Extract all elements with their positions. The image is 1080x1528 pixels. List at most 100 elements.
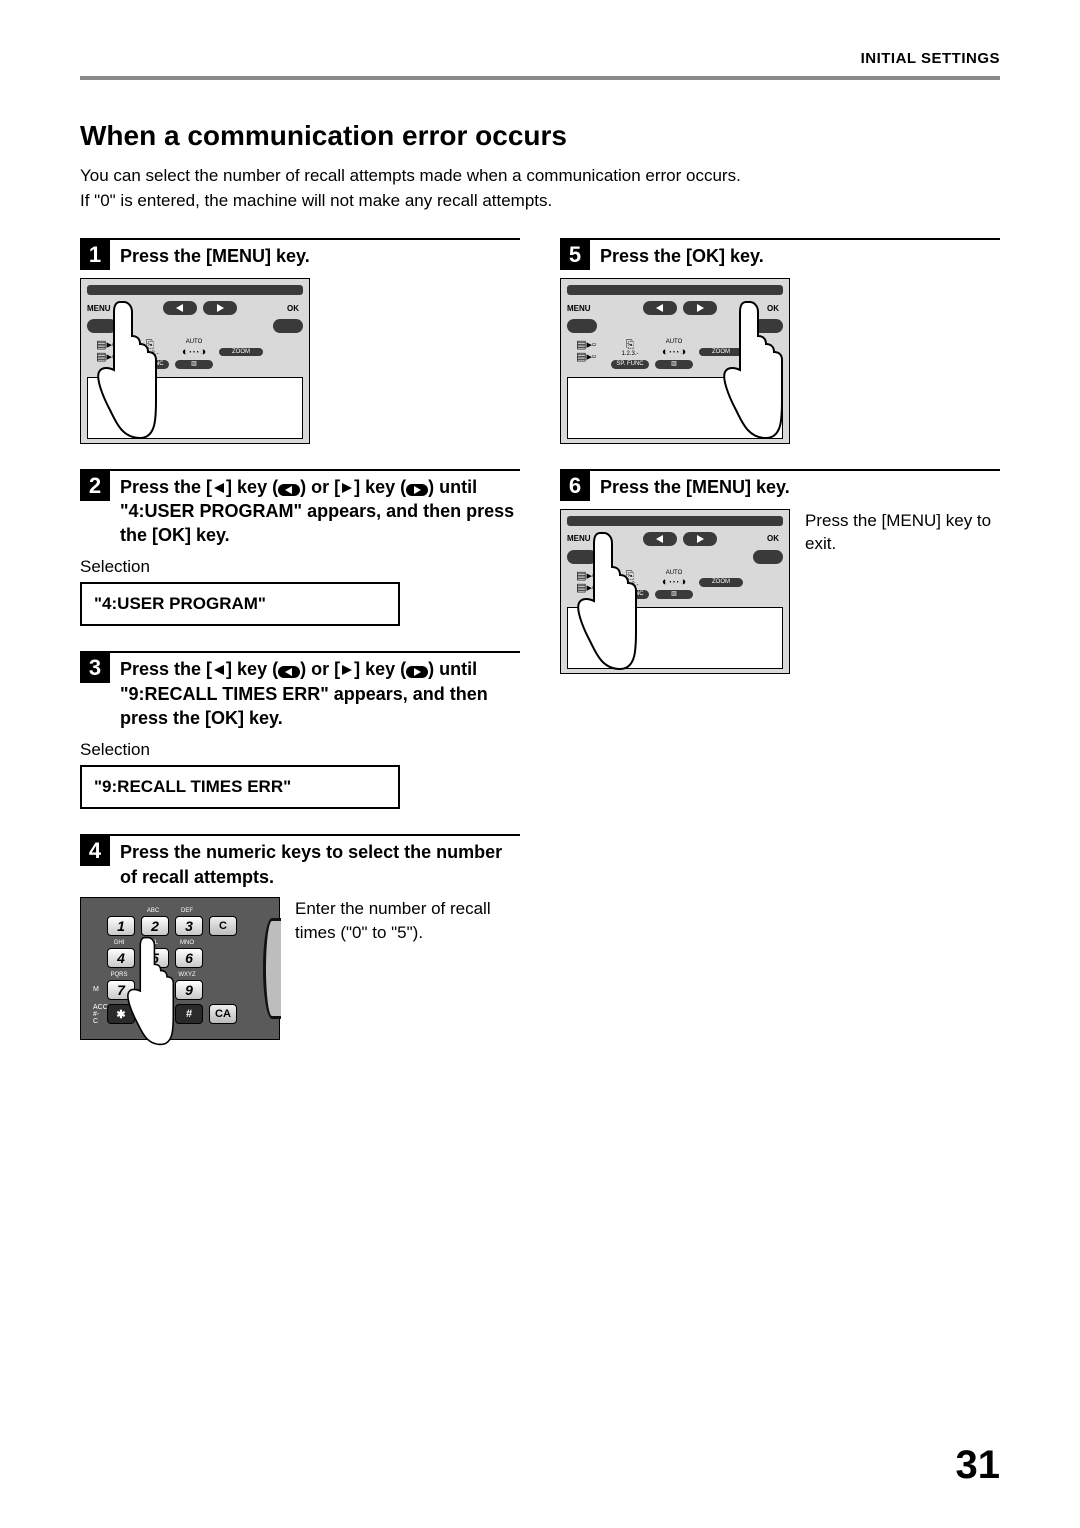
key-hash: # [175,1004,203,1024]
step-note: Enter the number of recall times ("0" to… [295,897,520,945]
steps-columns: 1 Press the [MENU] key. MENU [80,238,1000,1065]
panel-label-menu: MENU [567,304,597,313]
key-2: 2 [141,916,169,936]
zoom-icon: ZOOM [219,339,263,368]
selection-label: Selection [80,740,520,760]
tray-icon: ▤▸▫▤▸▫ [87,339,125,368]
ok-button [753,319,783,333]
step-title: Press the [] key () or [] key () until "… [120,475,520,548]
step-4: 4 Press the numeric keys to select the n… [80,834,520,1040]
key-clear: C [209,916,237,936]
step-1: 1 Press the [MENU] key. MENU [80,238,520,443]
left-arrow-button [643,532,677,546]
control-panel-illustration: MENU OK [80,278,310,443]
lcd-display [567,377,783,439]
step-title: Press the numeric keys to select the num… [120,840,520,889]
key-1: 1 [107,916,135,936]
tray-icon: ▤▸▫▤▸▫ [567,339,605,368]
key-zero: 0 [141,1004,169,1024]
step-3: 3 Press the [] key () or [] key () until… [80,651,520,809]
control-panel-illustration: MENU OK [560,509,790,674]
control-panel-illustration: MENU OK [560,278,790,443]
step-number: 3 [80,653,110,683]
right-key-icon [406,666,428,678]
key-9: 9 [175,980,203,1000]
panel-label-menu: MENU [87,304,117,313]
key-3: 3 [175,916,203,936]
digits-icon: ⎘1.2.3.-SP. FUNC [131,339,169,368]
panel-icon-row: ▤▸▫▤▸▫ ⎘1.2.3.-SP. FUNC AUTO◐⋯◑▥ ZOOM [567,568,783,603]
step-number: 5 [560,240,590,270]
step-body: MENU OK [560,278,1000,443]
step-body: MENU OK [80,278,520,443]
digits-icon: ⎘1.2.3.-SP. FUNC [611,339,649,368]
step-number: 1 [80,240,110,270]
auto-icon: AUTO◐⋯◑▥ [175,339,213,368]
step-number: 6 [560,471,590,501]
lcd-text-box: "4:USER PROGRAM" [80,582,400,626]
page-header: INITIAL SETTINGS [80,50,1000,80]
step-header: 6 Press the [MENU] key. [560,469,1000,501]
step-6: 6 Press the [MENU] key. MENU [560,469,1000,674]
menu-button [87,319,117,333]
right-key-icon [406,484,428,496]
panel-label-ok: OK [723,304,783,313]
right-arrow-button [683,301,717,315]
key-4: 4 [107,948,135,968]
menu-button [567,550,597,564]
step-title: Press the [OK] key. [600,244,764,268]
lcd-display [87,377,303,439]
left-arrow-button [163,301,197,315]
page-number: 31 [956,1443,1001,1488]
ok-button [273,319,303,333]
lcd-text-box: "9:RECALL TIMES ERR" [80,765,400,809]
left-key-icon [278,484,300,496]
header-section-label: INITIAL SETTINGS [861,50,1000,67]
right-arrow-button [683,532,717,546]
left-key-icon [278,666,300,678]
step-header: 3 Press the [] key () or [] key () until… [80,651,520,730]
step-header: 2 Press the [] key () or [] key () until… [80,469,520,548]
panel-icon-row: ▤▸▫▤▸▫ ⎘1.2.3.-SP. FUNC AUTO◐⋯◑▥ ZOOM [567,337,783,372]
auto-icon: AUTO◐⋯◑▥ [655,570,693,599]
step-5: 5 Press the [OK] key. MENU [560,238,1000,443]
lcd-display [567,607,783,669]
step-title: Press the [MENU] key. [600,475,790,499]
key-5: 5 [141,948,169,968]
panel-label-ok: OK [723,534,783,543]
step-title: Press the [MENU] key. [120,244,310,268]
step-header: 5 Press the [OK] key. [560,238,1000,270]
digits-icon: ⎘1.2.3.-SP. FUNC [611,570,649,599]
key-8: 8 [141,980,169,1000]
step-body: MENU OK [560,509,1000,674]
panel-label-menu: MENU [567,534,597,543]
left-arrow-button [643,301,677,315]
key-ca: CA [209,1004,237,1024]
step-note: Press the [MENU] key to exit. [805,509,1000,557]
step-body: ABC DEF 1 2 3 C GHI JKL MNO [80,897,520,1040]
right-arrow-button [203,301,237,315]
selection-label: Selection [80,557,520,577]
panel-label-ok: OK [243,304,303,313]
ok-button [753,550,783,564]
zoom-icon: ZOOM [699,339,743,368]
menu-button [567,319,597,333]
panel-icon-row: ▤▸▫▤▸▫ ⎘1.2.3.-SP. FUNC AUTO◐⋯◑▥ ZOOM [87,337,303,372]
key-6: 6 [175,948,203,968]
intro-text: You can select the number of recall atte… [80,164,1000,213]
auto-icon: AUTO◐⋯◑▥ [655,339,693,368]
left-column: 1 Press the [MENU] key. MENU [80,238,520,1065]
right-column: 5 Press the [OK] key. MENU [560,238,1000,1065]
page-title: When a communication error occurs [80,120,1000,152]
key-star: ✱ [107,1004,135,1024]
key-7: 7 [107,980,135,1000]
step-2: 2 Press the [] key () or [] key () until… [80,469,520,627]
zoom-icon: ZOOM [699,570,743,599]
step-number: 2 [80,471,110,501]
numeric-keypad-illustration: ABC DEF 1 2 3 C GHI JKL MNO [80,897,280,1040]
step-title: Press the [] key () or [] key () until "… [120,657,520,730]
step-header: 4 Press the numeric keys to select the n… [80,834,520,889]
tray-icon: ▤▸▫▤▸▫ [567,570,605,599]
step-number: 4 [80,836,110,866]
step-header: 1 Press the [MENU] key. [80,238,520,270]
